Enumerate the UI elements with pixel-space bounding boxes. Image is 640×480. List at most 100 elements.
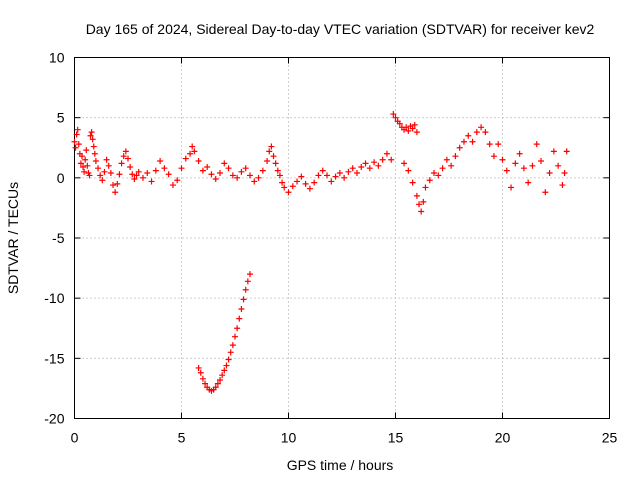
data-point [311, 179, 318, 186]
data-point [131, 176, 138, 183]
x-tick-label: 10 [281, 430, 297, 446]
data-point [416, 201, 423, 208]
data-point [411, 121, 418, 128]
data-point [435, 172, 442, 179]
data-point [78, 153, 85, 160]
data-point [371, 159, 378, 166]
data-point [546, 170, 553, 177]
data-point [199, 167, 206, 174]
data-point [439, 165, 446, 172]
data-point [223, 362, 230, 369]
data-point [324, 172, 331, 179]
data-point [165, 171, 172, 178]
data-point [225, 165, 232, 172]
y-tick-label: -10 [44, 290, 64, 306]
data-point [349, 165, 356, 172]
data-point [73, 131, 80, 138]
data-point [225, 356, 232, 363]
data-point [75, 141, 82, 148]
data-point [396, 120, 403, 127]
y-tick-label: 5 [57, 110, 65, 126]
data-point [178, 165, 185, 172]
data-point [244, 278, 251, 285]
data-point [542, 189, 549, 196]
data-point [508, 184, 515, 191]
data-point [298, 173, 305, 180]
data-point [246, 271, 253, 278]
data-point [161, 165, 168, 172]
data-point [294, 178, 301, 185]
data-point [86, 172, 93, 179]
data-point [242, 165, 249, 172]
data-point [405, 167, 412, 174]
data-point [563, 148, 570, 155]
data-point [169, 182, 176, 189]
data-point [336, 170, 343, 177]
y-tick-label: 0 [57, 170, 65, 186]
data-point [227, 349, 234, 356]
data-point [315, 172, 322, 179]
data-point [529, 162, 536, 169]
data-point [383, 150, 390, 157]
data-point [495, 141, 502, 148]
y-tick-label: -20 [44, 411, 64, 427]
data-point [152, 167, 159, 174]
data-point [516, 150, 523, 157]
data-point [388, 156, 395, 163]
data-point [234, 174, 241, 181]
data-point [187, 150, 194, 157]
data-point [125, 155, 131, 162]
data-point [72, 144, 79, 151]
data-point [362, 160, 369, 167]
data-point [486, 141, 493, 148]
data-point [274, 167, 281, 174]
chart-title: Day 165 of 2024, Sidereal Day-to-day VTE… [86, 21, 595, 37]
data-point [268, 143, 275, 150]
data-point [90, 143, 97, 150]
data-point [251, 178, 258, 185]
data-point [135, 168, 142, 175]
data-point [465, 132, 472, 139]
data-point [157, 157, 164, 164]
data-point [92, 157, 99, 164]
data-point [328, 178, 335, 185]
data-point [409, 125, 416, 132]
data-point [319, 167, 326, 174]
x-tick-label: 25 [602, 430, 618, 446]
data-point [105, 162, 112, 169]
data-point [221, 367, 228, 374]
data-point [221, 160, 228, 167]
data-point [97, 172, 104, 179]
data-point [272, 160, 279, 167]
data-point [148, 178, 155, 185]
data-point [390, 111, 397, 118]
data-point [122, 148, 129, 155]
data-point [74, 126, 81, 133]
data-point [255, 174, 262, 181]
data-point [139, 174, 146, 181]
data-point [452, 153, 459, 160]
data-point [538, 157, 545, 164]
data-point [208, 171, 215, 178]
y-tick-label: -5 [52, 230, 65, 246]
data-point [195, 157, 202, 164]
data-point [478, 124, 485, 131]
data-point [460, 138, 467, 145]
data-point [341, 174, 348, 181]
data-point [219, 372, 226, 379]
data-point [217, 376, 224, 383]
data-point [234, 325, 241, 332]
data-point [212, 384, 219, 391]
y-tick-label: -15 [44, 350, 64, 366]
data-point [555, 162, 562, 169]
data-point [473, 129, 480, 136]
data-point [499, 156, 506, 163]
data-point [99, 177, 106, 184]
x-tick-label: 5 [178, 430, 186, 446]
data-point [490, 153, 497, 160]
data-points [71, 111, 570, 394]
data-point [279, 179, 286, 186]
data-point [232, 333, 238, 340]
data-point [214, 380, 221, 387]
